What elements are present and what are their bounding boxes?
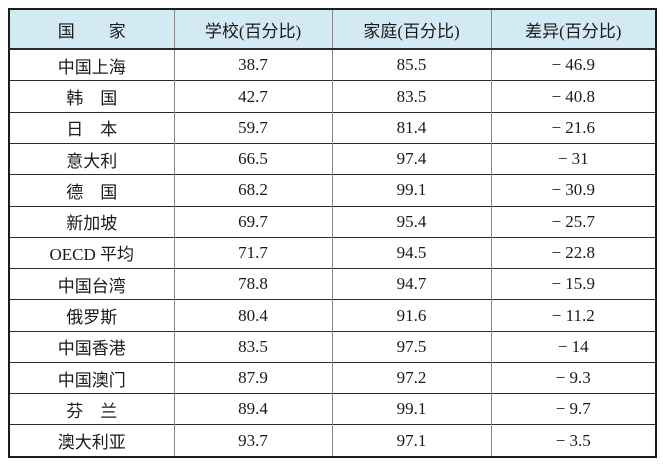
cell-school-value: 93.7	[173, 424, 332, 457]
table-row: 澳大利亚 93.7 97.1 − 3.5	[9, 424, 656, 457]
cell-country: 中国澳门	[9, 361, 174, 394]
table-row: 中国香港 83.5 97.5 − 14	[9, 330, 656, 363]
cell-country: 意大利	[9, 142, 174, 175]
header-family: 家庭(百分比)	[331, 9, 491, 50]
cell-school-value: 78.8	[173, 268, 332, 300]
cell-school-value: 66.5	[173, 142, 332, 175]
header-diff: 差异(百分比)	[490, 9, 656, 50]
cell-school-value: 87.9	[173, 361, 332, 394]
data-table-frame: 国 家 学校(百分比) 家庭(百分比) 差异(百分比) 中国上海 38.7 85…	[8, 8, 657, 458]
cell-school-value: 89.4	[173, 393, 332, 425]
cell-family-value: 97.1	[331, 424, 491, 457]
cell-country: 俄罗斯	[9, 299, 174, 332]
cell-diff-value: − 21.6	[490, 111, 656, 144]
cell-country: 韩 国	[9, 80, 174, 113]
cell-diff-value: − 11.2	[490, 299, 656, 332]
cell-country: OECD 平均	[9, 236, 174, 269]
cell-diff-value: − 3.5	[490, 424, 656, 457]
cell-family-value: 85.5	[331, 48, 491, 81]
cell-school-value: 83.5	[173, 330, 332, 363]
table-header: 国 家 学校(百分比) 家庭(百分比) 差异(百分比)	[9, 9, 656, 50]
header-country: 国 家	[9, 9, 174, 50]
cell-country: 芬 兰	[9, 393, 174, 425]
cell-family-value: 94.7	[331, 268, 491, 300]
cell-country: 德 国	[9, 174, 174, 207]
cell-family-value: 99.1	[331, 393, 491, 425]
cell-school-value: 42.7	[173, 80, 332, 113]
cell-diff-value: − 30.9	[490, 174, 656, 207]
table-row: 德 国 68.2 99.1 − 30.9	[9, 174, 656, 207]
cell-school-value: 71.7	[173, 236, 332, 269]
table-row: 中国澳门 87.9 97.2 − 9.3	[9, 361, 656, 394]
cell-country: 中国香港	[9, 330, 174, 363]
cell-family-value: 95.4	[331, 205, 491, 238]
table-row: 日 本 59.7 81.4 − 21.6	[9, 111, 656, 144]
cell-diff-value: − 22.8	[490, 236, 656, 269]
cell-country: 新加坡	[9, 205, 174, 238]
cell-diff-value: − 9.7	[490, 393, 656, 425]
cell-family-value: 99.1	[331, 174, 491, 207]
cell-family-value: 81.4	[331, 111, 491, 144]
cell-diff-value: − 46.9	[490, 48, 656, 81]
header-row: 国 家 学校(百分比) 家庭(百分比) 差异(百分比)	[9, 9, 656, 50]
cell-country: 中国上海	[9, 48, 174, 81]
data-table: 国 家 学校(百分比) 家庭(百分比) 差异(百分比) 中国上海 38.7 85…	[8, 8, 657, 458]
table-row: 芬 兰 89.4 99.1 − 9.7	[9, 393, 656, 425]
table-row: 中国台湾 78.8 94.7 − 15.9	[9, 268, 656, 300]
table-row: 中国上海 38.7 85.5 − 46.9	[9, 48, 656, 81]
cell-school-value: 69.7	[173, 205, 332, 238]
cell-school-value: 59.7	[173, 111, 332, 144]
cell-country: 澳大利亚	[9, 424, 174, 457]
table-row: OECD 平均 71.7 94.5 − 22.8	[9, 236, 656, 269]
cell-country: 日 本	[9, 111, 174, 144]
cell-family-value: 97.4	[331, 142, 491, 175]
cell-school-value: 80.4	[173, 299, 332, 332]
cell-family-value: 91.6	[331, 299, 491, 332]
cell-diff-value: − 15.9	[490, 268, 656, 300]
cell-school-value: 38.7	[173, 48, 332, 81]
cell-diff-value: − 9.3	[490, 361, 656, 394]
table-row: 新加坡 69.7 95.4 − 25.7	[9, 205, 656, 238]
cell-school-value: 68.2	[173, 174, 332, 207]
cell-family-value: 97.5	[331, 330, 491, 363]
cell-family-value: 97.2	[331, 361, 491, 394]
cell-diff-value: − 40.8	[490, 80, 656, 113]
cell-family-value: 94.5	[331, 236, 491, 269]
cell-diff-value: − 31	[490, 142, 656, 175]
cell-diff-value: − 14	[490, 330, 656, 363]
table-row: 俄罗斯 80.4 91.6 − 11.2	[9, 299, 656, 332]
table-row: 韩 国 42.7 83.5 − 40.8	[9, 80, 656, 113]
cell-country: 中国台湾	[9, 268, 174, 300]
cell-family-value: 83.5	[331, 80, 491, 113]
cell-diff-value: − 25.7	[490, 205, 656, 238]
table-row: 意大利 66.5 97.4 − 31	[9, 142, 656, 175]
header-school: 学校(百分比)	[173, 9, 332, 50]
table-body: 中国上海 38.7 85.5 − 46.9 韩 国 42.7 83.5 − 40…	[9, 48, 656, 457]
